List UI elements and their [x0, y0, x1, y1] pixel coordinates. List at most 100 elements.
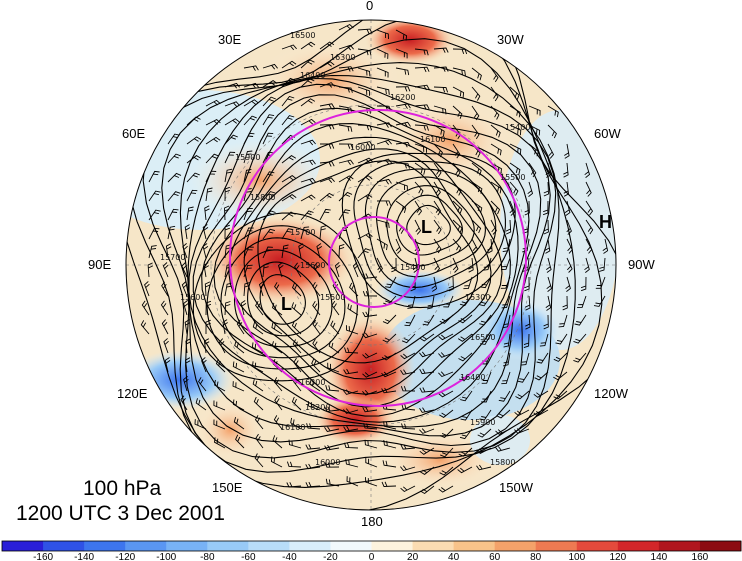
wind-barb: [414, 66, 430, 73]
contour-label: 16200: [305, 403, 330, 412]
wind-barb: [186, 155, 201, 164]
wind-barb: [419, 407, 435, 413]
contour-line: [192, 212, 370, 382]
wind-barb: [319, 225, 327, 240]
contour-line: [386, 185, 475, 267]
wind-barb: [463, 276, 473, 290]
colorbar-tick-label: -120: [115, 552, 135, 561]
wind-barb: [573, 352, 587, 363]
wind-barb: [281, 155, 297, 164]
wind-barb: [338, 243, 345, 259]
wind-barb: [346, 476, 359, 487]
wind-barb: [319, 124, 335, 130]
longitude-labels: 0 30W 60W 90W 120W 150W 180 150E 120E 90…: [88, 0, 655, 529]
wind-barb: [258, 281, 265, 297]
wind-barb: [281, 60, 297, 69]
wind-barb: [204, 205, 210, 221]
wind-barb: [243, 115, 257, 126]
contour-line: [396, 194, 463, 256]
wind-barb: [553, 390, 568, 400]
wind-barb: [543, 181, 549, 197]
wind-barb: [320, 143, 335, 149]
wind-barb: [433, 219, 442, 235]
wind-barb: [438, 352, 454, 358]
lon-label-60e: 60E: [122, 126, 145, 141]
lon-label-60w: 60W: [594, 126, 621, 141]
wind-barb: [305, 444, 321, 450]
wind-barb: [338, 159, 354, 166]
wind-barb: [262, 80, 278, 88]
wind-barb: [381, 481, 397, 487]
wind-barb: [528, 143, 539, 157]
wind-barb: [533, 409, 549, 417]
wind-barb: [312, 319, 321, 335]
contour-line: [161, 62, 560, 459]
wind-barb: [500, 276, 511, 289]
wind-barb: [553, 371, 568, 381]
wind-barb: [490, 67, 499, 83]
wind-barb: [232, 381, 245, 392]
wind-barb: [243, 168, 252, 183]
wind-barb: [433, 86, 449, 93]
wind-barb: [243, 65, 259, 71]
wind-barb: [458, 352, 473, 362]
wind-barb: [262, 263, 270, 278]
wind-barb: [300, 226, 310, 240]
contour-label: 16300: [330, 53, 355, 62]
wind-barb: [414, 104, 430, 110]
wind-barb: [439, 409, 454, 418]
contour-line: [192, 94, 530, 423]
wind-barb: [533, 390, 549, 398]
wind-barb: [338, 143, 354, 149]
wind-barb: [376, 200, 392, 206]
wind-barb: [490, 181, 502, 194]
colorbar-tick-label: 120: [609, 552, 626, 561]
wind-barb: [235, 434, 245, 449]
wind-barb: [471, 105, 480, 121]
wind-barb: [362, 290, 378, 297]
colorbar-swatch: [494, 541, 537, 551]
contour-label: 15400: [400, 263, 425, 272]
wind-barb: [270, 456, 283, 468]
wind-barb: [324, 426, 340, 433]
wind-barb: [547, 143, 555, 159]
contour-line: [243, 148, 492, 380]
contour-line: [257, 160, 479, 364]
wind-barb: [243, 282, 250, 297]
contour-label: 16200: [390, 93, 415, 102]
wind-barb: [251, 342, 264, 354]
wind-barb: [460, 409, 473, 421]
colorbar-swatch: [166, 541, 208, 551]
wind-barb: [404, 314, 416, 327]
wind-barb: [305, 481, 321, 488]
wind-barb: [194, 419, 207, 430]
colorbar-swatch: [535, 541, 578, 551]
wind-barb: [224, 224, 230, 240]
contour-line: [187, 77, 551, 437]
wind-barb: [338, 66, 354, 72]
wind-barb: [563, 162, 569, 178]
wind-barb: [232, 399, 245, 411]
wind-barb: [401, 333, 416, 344]
wind-barb: [291, 320, 302, 335]
wind-barb: [580, 276, 587, 292]
wind-barb: [502, 314, 511, 329]
wind-barb: [545, 295, 552, 311]
wind-barb: [312, 300, 321, 316]
wind-barb: [274, 395, 283, 411]
wind-barb: [148, 209, 161, 221]
wind-barb: [349, 282, 359, 297]
wind-barb: [277, 262, 284, 278]
wind-barb: [433, 124, 445, 137]
wind-barb: [585, 219, 594, 235]
wind-barb: [319, 208, 331, 221]
wind-barb: [395, 238, 402, 254]
wind-barb: [563, 181, 569, 197]
wind-barb: [376, 67, 389, 78]
wind-barb: [243, 132, 255, 145]
wind-barb: [385, 276, 397, 288]
wind-barb: [376, 122, 392, 128]
contour-label: 16000: [315, 458, 340, 467]
wind-barb: [224, 205, 230, 221]
wind-barb: [357, 141, 373, 147]
